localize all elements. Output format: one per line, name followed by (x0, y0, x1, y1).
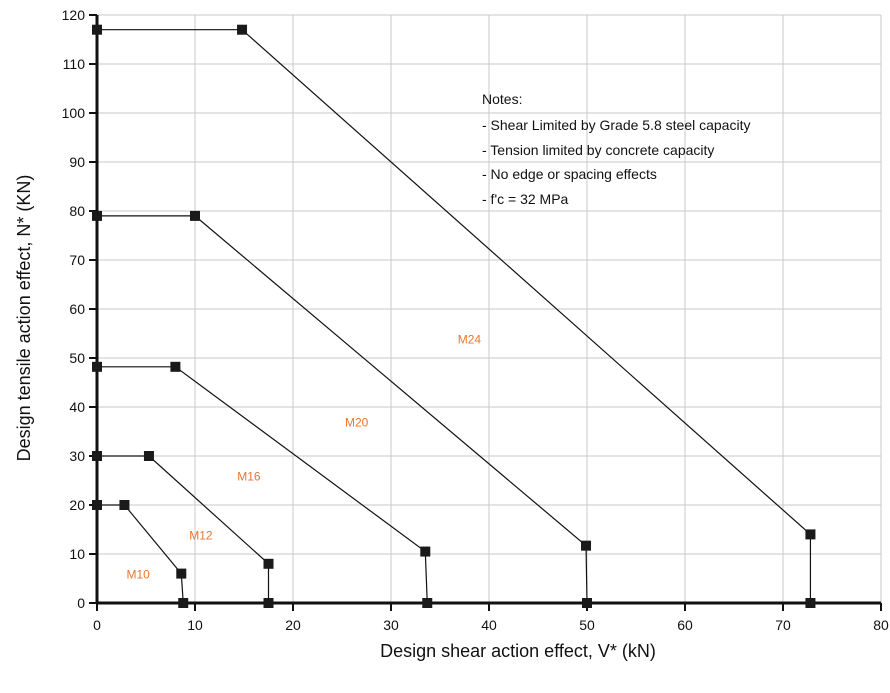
y-axis-title: Design tensile action effect, N* (KN) (14, 175, 34, 462)
series-line-m12 (97, 455, 270, 603)
marker-m20-2 (581, 540, 592, 551)
series-line-m16 (97, 366, 428, 604)
note-line-fc: - f'c = 32 MPa (482, 191, 569, 207)
notes-heading: Notes: (482, 91, 522, 107)
series-line-m20 (97, 215, 588, 604)
y-tick-label-30: 30 (69, 448, 85, 464)
x-tick-labels: 0 10 20 30 40 50 60 70 80 (93, 617, 889, 633)
y-tick-label-80: 80 (69, 203, 85, 219)
marker-m10-0 (92, 500, 102, 510)
x-tick-label-10: 10 (187, 617, 203, 633)
y-tick-label-90: 90 (69, 154, 85, 170)
marker-m10-1 (119, 500, 130, 510)
x-tick-label-20: 20 (285, 617, 301, 633)
marker-m12-2 (263, 558, 274, 569)
x-tick-label-60: 60 (677, 617, 693, 633)
marker-m10-2 (176, 568, 187, 579)
marker-m12-1 (143, 451, 154, 461)
marker-m10-3 (178, 598, 189, 608)
y-tick-label-100: 100 (62, 105, 86, 121)
series-labels: M10 M12 M16 M20 M24 (126, 332, 481, 581)
x-tick-label-40: 40 (481, 617, 497, 633)
marker-m24-1 (237, 24, 248, 35)
y-tick-label-50: 50 (69, 350, 85, 366)
series-label-m12: M12 (189, 528, 213, 542)
marker-m20-1 (190, 210, 200, 221)
series-label-m24: M24 (458, 332, 482, 346)
note-line-edge: - No edge or spacing effects (482, 166, 657, 182)
series-line-m24 (97, 29, 812, 603)
series-label-m10: M10 (126, 568, 150, 582)
x-tick-label-80: 80 (873, 617, 889, 633)
series-label-m20: M20 (345, 416, 369, 430)
marker-m16-0 (92, 361, 102, 372)
y-tick-label-110: 110 (63, 56, 86, 72)
y-tick-label-120: 120 (62, 7, 86, 23)
x-tick-label-50: 50 (579, 617, 595, 633)
grid (97, 14, 882, 603)
marker-m16-1 (170, 361, 181, 372)
marker-m24-2 (805, 529, 816, 540)
marker-m16-2 (420, 546, 431, 557)
note-line-tension: - Tension limited by concrete capacity (482, 142, 714, 158)
x-tick-label-30: 30 (383, 617, 399, 633)
y-tick-label-20: 20 (69, 497, 85, 513)
series-markers (92, 24, 816, 608)
marker-m20-0 (92, 210, 102, 221)
x-tick-label-0: 0 (93, 617, 101, 633)
series-label-m16: M16 (237, 470, 261, 484)
y-tick-labels: 0 10 20 30 40 50 60 70 80 90 100 110 120 (62, 7, 86, 611)
marker-m24-0 (92, 24, 102, 35)
x-tick-label-70: 70 (775, 617, 791, 633)
y-tick-label-0: 0 (77, 595, 85, 611)
y-tick-label-10: 10 (69, 546, 85, 562)
marker-m16-3 (422, 598, 433, 608)
marker-m20-3 (582, 598, 592, 608)
marker-m24-3 (805, 598, 816, 608)
y-tick-label-60: 60 (69, 301, 85, 317)
series-line-m10 (97, 504, 184, 604)
y-tick-label-70: 70 (69, 252, 85, 268)
marker-m12-0 (92, 451, 102, 461)
y-tick-label-40: 40 (69, 399, 85, 415)
x-axis-title: Design shear action effect, V* (kN) (380, 641, 656, 661)
note-line-shear: - Shear Limited by Grade 5.8 steel capac… (482, 117, 750, 133)
marker-m12-3 (263, 598, 274, 608)
series-lines (97, 29, 812, 604)
notes-block: Notes: - Shear Limited by Grade 5.8 stee… (482, 91, 750, 207)
